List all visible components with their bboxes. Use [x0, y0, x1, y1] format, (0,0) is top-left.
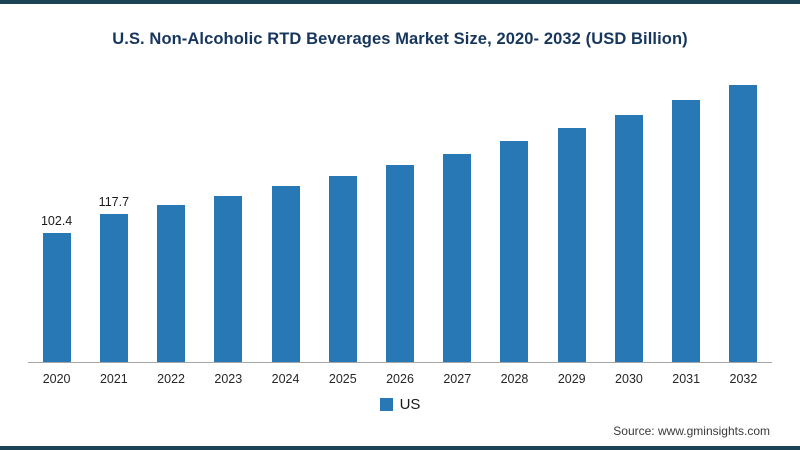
bar-2025 — [328, 176, 357, 362]
bottom-border — [0, 446, 800, 450]
x-tick-2032: 2032 — [729, 372, 758, 386]
bar-2026 — [386, 165, 415, 362]
bar-2020 — [42, 233, 71, 362]
x-tick-2025: 2025 — [328, 372, 357, 386]
chart-title: U.S. Non-Alcoholic RTD Beverages Market … — [112, 30, 688, 48]
bar-column — [658, 100, 715, 362]
legend-swatch-icon — [379, 398, 393, 411]
top-border — [0, 0, 800, 4]
bar-column — [200, 196, 257, 362]
x-tick-2028: 2028 — [500, 372, 529, 386]
legend: US — [0, 396, 800, 413]
x-tick-2030: 2030 — [615, 372, 643, 386]
bar-value-label: 102.4 — [40, 214, 73, 228]
x-tick-2029: 2029 — [557, 372, 586, 386]
bar-column — [600, 115, 657, 362]
bar-2022 — [157, 205, 186, 362]
legend-label: US — [399, 396, 421, 413]
bar-column — [142, 205, 199, 362]
bar-column — [486, 141, 543, 362]
bar-2023 — [214, 196, 243, 362]
bar-column — [715, 85, 772, 362]
source-text: Source: www.gminsights.com — [613, 424, 770, 438]
bar-column: 102.4 — [28, 214, 85, 362]
plot-wrap: 102.4 117.7 2020 2021 2022 2023 2024 2025 2026 2… — [28, 72, 772, 386]
bar-2031 — [672, 100, 701, 362]
bar-column — [257, 186, 314, 362]
x-axis-labels: 2020 2021 2022 2023 2024 2025 2026 2027 2028 2029… — [28, 363, 772, 386]
bar-2024 — [271, 186, 300, 362]
x-tick-2027: 2027 — [443, 372, 472, 386]
bar-2027 — [443, 154, 472, 362]
bar-column: 117.7 — [85, 195, 142, 362]
bar-column — [429, 154, 486, 362]
bar-column — [371, 165, 428, 362]
bar-2021 — [99, 214, 128, 362]
bar-2029 — [557, 128, 586, 362]
x-axis-line — [28, 362, 772, 363]
x-tick-2023: 2023 — [214, 372, 243, 386]
plot-area: 102.4 117.7 — [28, 72, 772, 362]
bar-value-label: 117.7 — [98, 195, 130, 209]
x-tick-2021: 2021 — [99, 372, 128, 386]
bar-2032 — [729, 85, 758, 362]
bar-2028 — [500, 141, 529, 362]
x-tick-2020: 2020 — [42, 372, 71, 386]
x-tick-2031: 2031 — [672, 372, 701, 386]
x-tick-2026: 2026 — [386, 372, 414, 386]
bar-2030 — [614, 115, 643, 362]
bar-column — [543, 128, 600, 362]
bar-column — [314, 176, 371, 362]
x-tick-2024: 2024 — [271, 372, 300, 386]
x-tick-2022: 2022 — [157, 372, 185, 386]
